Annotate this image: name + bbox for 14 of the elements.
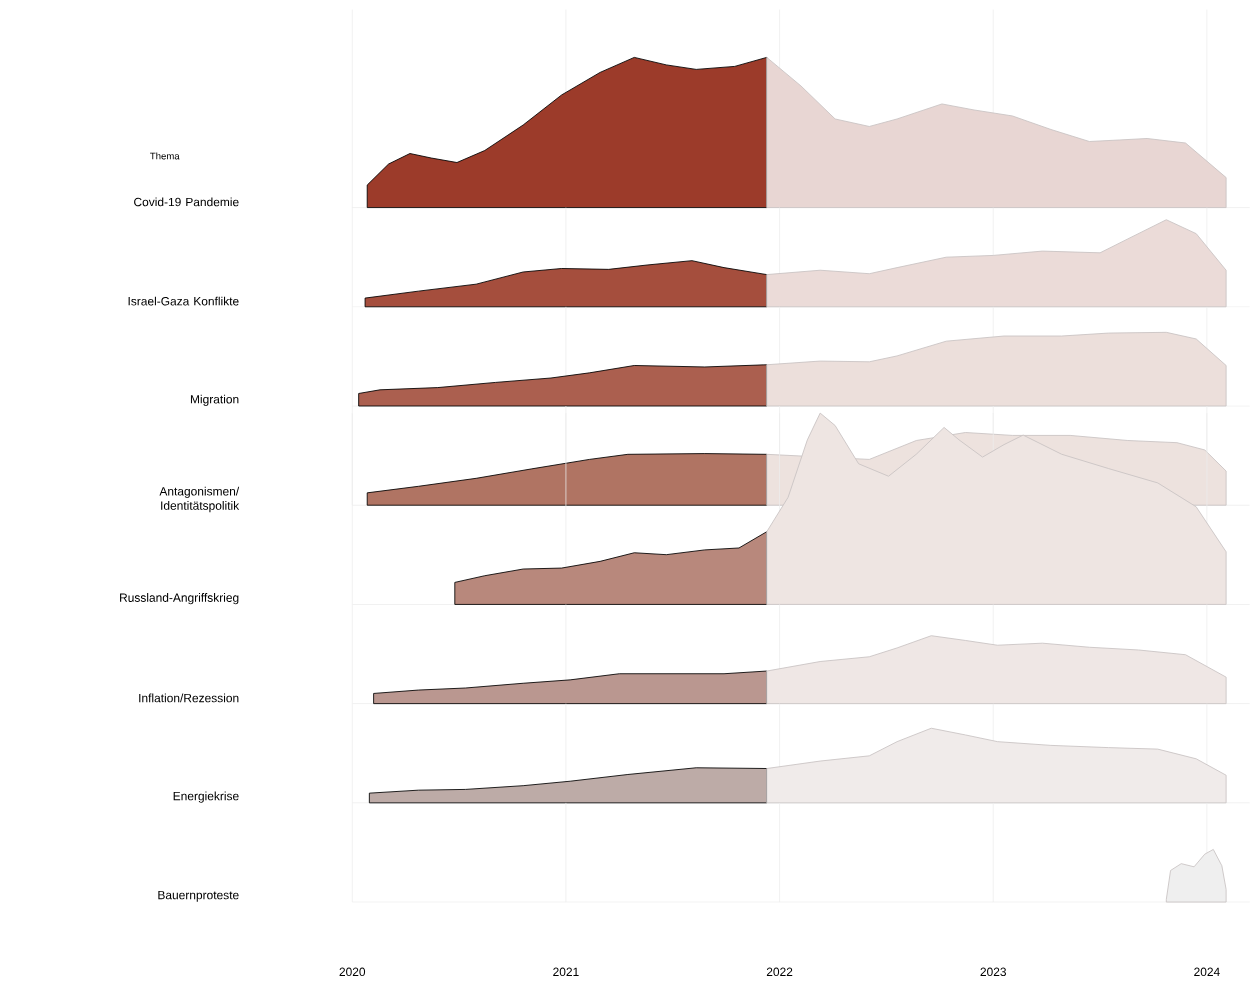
x-tick-label: 2021 bbox=[553, 967, 579, 976]
text: Covid-19 Pandemie bbox=[134, 197, 239, 207]
x-tick-label: 2022 bbox=[766, 967, 793, 976]
text: Israel-Gaza Konflikte bbox=[128, 296, 239, 306]
text: Migration bbox=[190, 394, 239, 406]
text: Bauernproteste bbox=[158, 890, 239, 902]
x-tick-label: 2020 bbox=[339, 967, 366, 976]
text: Inflation/Rezession bbox=[139, 693, 239, 703]
text: Energiekrise bbox=[173, 791, 239, 803]
text: Russland-Angriffskrieg bbox=[120, 592, 239, 605]
text: Antagonismen/ Identitätspolitik bbox=[159, 486, 240, 513]
text: Thema bbox=[150, 152, 180, 160]
x-tick-label: 2023 bbox=[980, 967, 1006, 976]
x-tick-label: 2024 bbox=[1194, 967, 1220, 976]
